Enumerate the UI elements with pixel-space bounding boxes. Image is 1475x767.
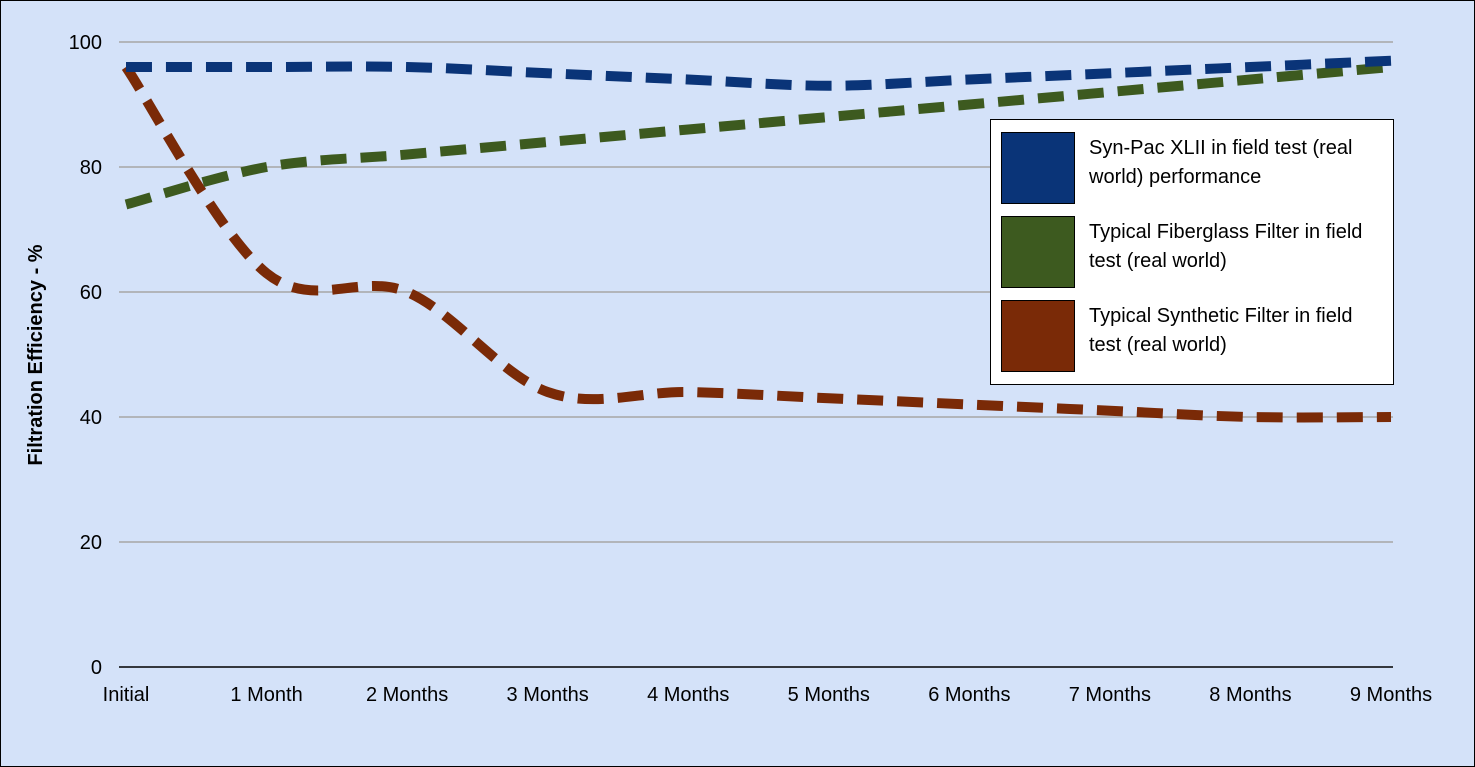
x-tick-label-4: 4 Months [647, 684, 729, 706]
x-tick-label-7: 7 Months [1069, 684, 1151, 706]
series-line-syn-pac [126, 55, 1392, 91]
legend-swatch-syn-pac [1001, 132, 1075, 204]
y-tick-label-100: 100 [69, 32, 102, 54]
x-tick-label-3: 3 Months [507, 684, 589, 706]
y-axis-title: Filtration Efficiency - % [25, 244, 47, 465]
y-tick-label-60: 60 [80, 282, 102, 304]
legend-label-syn-pac: Syn-Pac XLII in field test (real world) … [1089, 137, 1353, 188]
y-tick-label-40: 40 [80, 407, 102, 429]
x-tick-label-6: 6 Months [928, 684, 1010, 706]
series-line-fiberglass [124, 62, 1392, 210]
series-line-synthetic [121, 64, 1392, 423]
legend: Syn-Pac XLII in field test (real world) … [990, 119, 1394, 385]
x-tick-label-2: 2 Months [366, 684, 448, 706]
y-tick-labels: 0 20 40 60 80 100 [69, 32, 102, 679]
legend-item-syn-pac: Syn-Pac XLII in field test (real world) … [1001, 132, 1391, 210]
legend-item-fiberglass: Typical Fiberglass Filter in field test … [1001, 216, 1391, 294]
y-tick-label-0: 0 [91, 657, 102, 679]
legend-label-synthetic: Typical Synthetic Filter in field test (… [1089, 305, 1353, 356]
legend-swatch-fiberglass [1001, 216, 1075, 288]
series-lines [121, 55, 1392, 423]
x-tick-label-8: 8 Months [1209, 684, 1291, 706]
legend-label-fiberglass: Typical Fiberglass Filter in field test … [1089, 221, 1363, 272]
x-tick-label-1: 1 Month [230, 684, 302, 706]
y-tick-label-20: 20 [80, 532, 102, 554]
legend-swatch-synthetic [1001, 300, 1075, 372]
x-tick-label-0: Initial [103, 684, 150, 706]
legend-item-synthetic: Typical Synthetic Filter in field test (… [1001, 300, 1391, 378]
x-tick-label-9: 9 Months [1350, 684, 1432, 706]
y-tick-label-80: 80 [80, 157, 102, 179]
x-tick-labels: Initial 1 Month 2 Months 3 Months 4 Months 5 … [103, 684, 1432, 706]
x-tick-label-5: 5 Months [788, 684, 870, 706]
